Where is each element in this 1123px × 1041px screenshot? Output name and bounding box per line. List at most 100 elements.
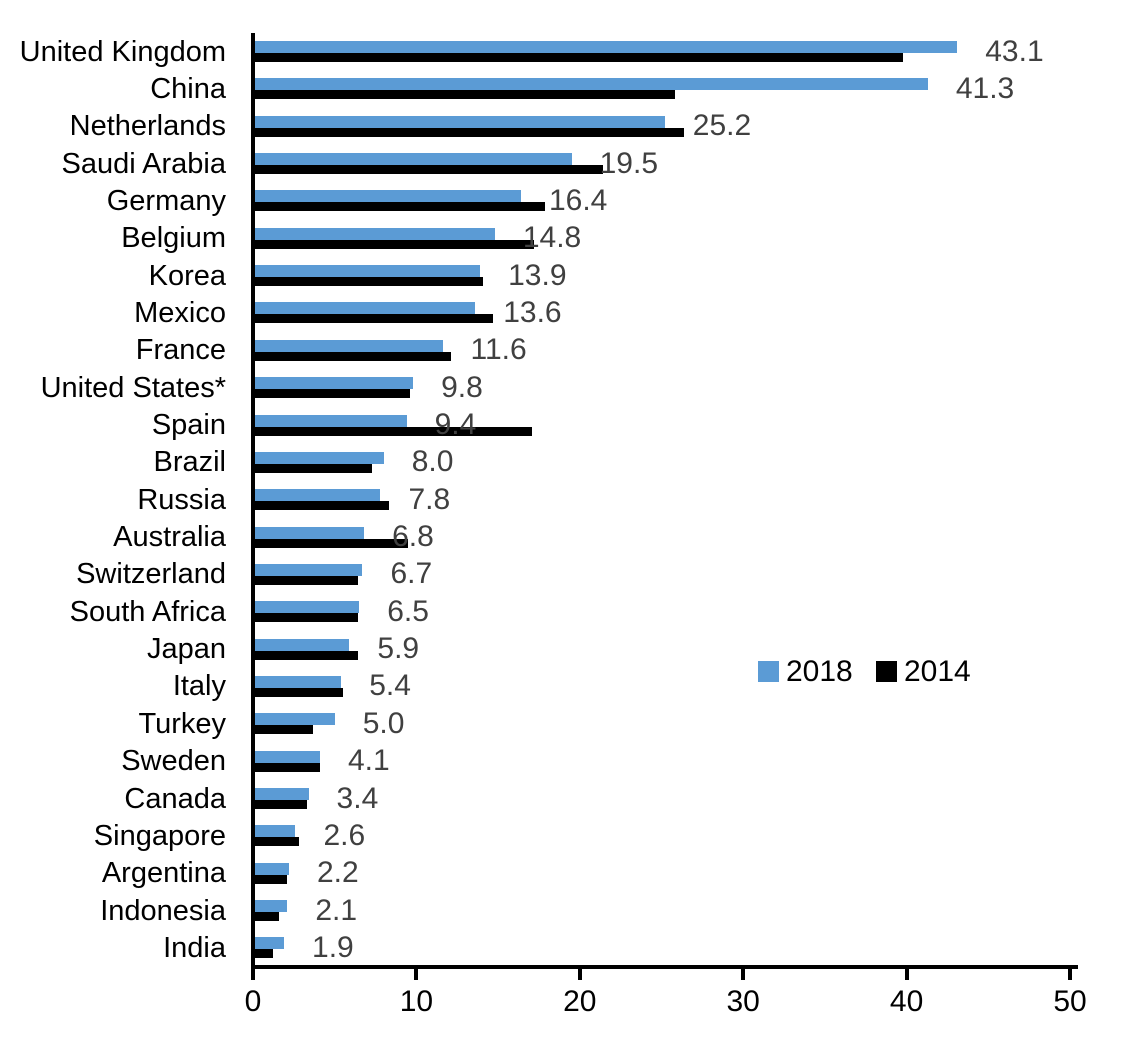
value-label: 5.4 <box>369 669 411 703</box>
value-label: 5.0 <box>362 706 405 740</box>
value-label: 5.9 <box>377 632 420 666</box>
category-label: Switzerland <box>76 558 226 591</box>
bar-2014 <box>255 725 314 735</box>
bar-2014 <box>255 912 280 922</box>
category-label: Indonesia <box>100 894 226 927</box>
legend-label-2018: 2018 <box>786 655 853 688</box>
bar-2014 <box>255 53 904 62</box>
bar-2014 <box>255 687 343 697</box>
value-label: 2.6 <box>323 818 366 852</box>
value-label: 2.1 <box>315 893 358 927</box>
bar-2014 <box>255 501 389 511</box>
value-label: 41.3 <box>955 71 1015 105</box>
bar-2018 <box>255 451 384 464</box>
x-tick-label: 10 <box>399 985 434 1018</box>
bar-2018 <box>255 788 309 800</box>
value-label: 11.6 <box>470 333 527 367</box>
category-label: China <box>150 72 226 105</box>
value-label: 3.4 <box>336 781 379 815</box>
category-label: Netherlands <box>69 110 226 143</box>
category-label: Singapore <box>93 819 226 852</box>
value-label: 6.8 <box>392 520 434 554</box>
bar-2014 <box>255 575 358 585</box>
category-label: Turkey <box>138 707 226 740</box>
bar-2014 <box>255 277 484 287</box>
category-label: United Kingdom <box>19 35 226 68</box>
bar-2014 <box>255 314 494 324</box>
x-tick-label: 50 <box>1053 985 1087 1018</box>
bar-2018 <box>255 489 381 502</box>
bar-2018 <box>255 937 285 950</box>
x-tick-mark <box>1068 969 1072 980</box>
value-label: 43.1 <box>985 34 1044 68</box>
bar-2018 <box>255 339 443 352</box>
bar-2018 <box>255 825 296 838</box>
legend-swatch-2018 <box>758 661 779 682</box>
bar-2014 <box>255 650 358 660</box>
x-tick-mark <box>904 969 909 980</box>
bar-2014 <box>255 90 675 100</box>
value-label: 1.9 <box>312 930 354 964</box>
bar-2014 <box>255 949 273 959</box>
bar-2014 <box>255 239 535 249</box>
value-label: 9.8 <box>441 370 483 404</box>
category-label: India <box>163 931 226 964</box>
x-tick-mark <box>251 969 255 980</box>
bar-2014 <box>255 613 358 623</box>
bar-2018 <box>255 900 288 913</box>
bar-2018 <box>255 190 521 203</box>
bar-2014 <box>255 538 409 548</box>
category-label: Korea <box>148 259 226 292</box>
value-label: 16.4 <box>548 183 608 217</box>
bar-2014 <box>255 165 603 175</box>
x-tick-label: 40 <box>889 985 924 1018</box>
bar-2014 <box>255 874 288 884</box>
category-label: United States* <box>40 371 226 404</box>
bar-2018 <box>255 115 665 128</box>
category-label: Russia <box>137 483 226 516</box>
value-label: 2.2 <box>316 856 359 890</box>
bar-2014 <box>255 351 451 361</box>
value-label: 7.8 <box>408 482 451 516</box>
bar-2018 <box>255 265 481 278</box>
x-tick-label: 0 <box>244 985 262 1018</box>
category-label: Japan <box>146 633 226 666</box>
bar-2018 <box>255 153 572 166</box>
category-label: South Africa <box>69 595 226 628</box>
bar-2018 <box>255 675 342 688</box>
x-tick-mark <box>414 969 419 980</box>
category-label: Germany <box>106 184 226 217</box>
value-label: 14.8 <box>522 221 582 255</box>
bar-2014 <box>255 127 685 137</box>
category-label: Saudi Arabia <box>61 147 226 180</box>
category-label: Brazil <box>153 446 226 479</box>
bar-2018 <box>255 862 289 875</box>
bar-2018 <box>255 41 958 53</box>
x-tick-label: 30 <box>726 985 760 1018</box>
category-label: Sweden <box>121 745 226 778</box>
bar-2018 <box>255 638 350 651</box>
x-tick-mark <box>741 969 746 980</box>
bar-2014 <box>255 463 373 473</box>
value-label: 4.1 <box>347 744 390 778</box>
category-label: Australia <box>113 521 226 554</box>
bar-2014 <box>255 389 410 399</box>
bar-2018 <box>255 377 414 390</box>
value-label: 8.0 <box>411 445 454 479</box>
category-label: Italy <box>172 670 226 703</box>
bar-2018 <box>255 78 928 91</box>
value-label: 25.2 <box>692 109 752 143</box>
category-label: Argentina <box>101 857 226 890</box>
category-label: Belgium <box>121 222 226 255</box>
bar-2014 <box>255 800 307 809</box>
bar-2018 <box>255 601 360 614</box>
x-tick-label: 20 <box>563 985 597 1018</box>
category-label: Spain <box>151 409 226 441</box>
category-label: Mexico <box>134 296 226 329</box>
x-axis-line <box>251 965 1078 969</box>
bar-2014 <box>255 202 546 212</box>
bar-2018 <box>255 563 363 576</box>
bar-2018 <box>255 414 407 427</box>
bar-2014 <box>255 762 320 772</box>
